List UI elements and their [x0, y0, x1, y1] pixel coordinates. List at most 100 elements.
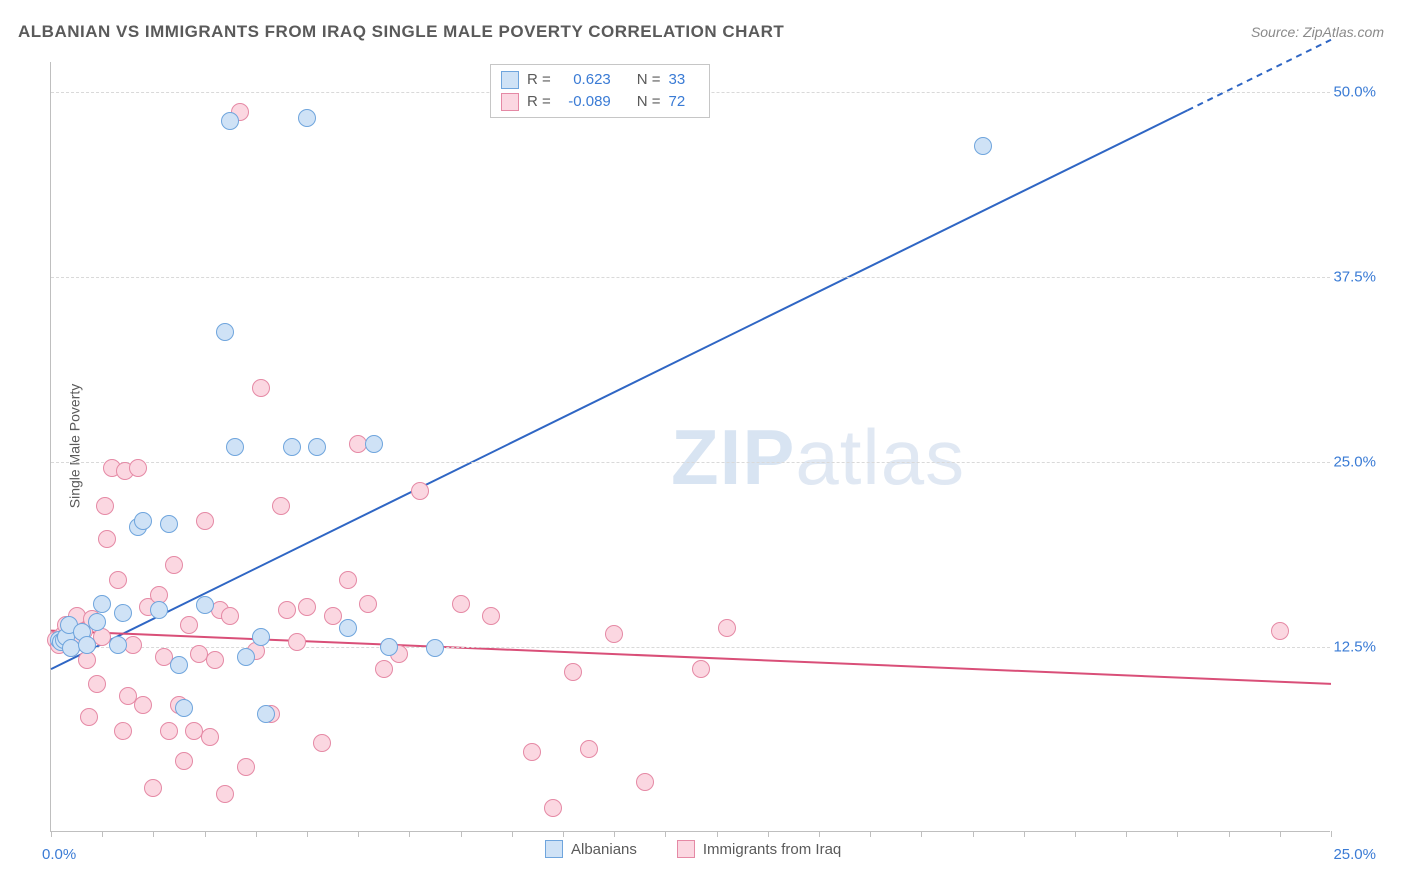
swatch-albanians: [545, 840, 563, 858]
source-label: Source:: [1251, 24, 1299, 40]
y-tick-label: 37.5%: [1333, 268, 1376, 285]
point-albanians: [308, 438, 326, 456]
x-tick: [102, 831, 103, 837]
point-iraq: [252, 379, 270, 397]
point-iraq: [160, 722, 178, 740]
n-value-b: 72: [669, 91, 697, 113]
r-value-b: -0.089: [559, 91, 611, 113]
x-origin-label: 0.0%: [42, 846, 76, 863]
x-tick: [1331, 831, 1332, 837]
point-albanians: [974, 137, 992, 155]
n-label: N =: [637, 69, 661, 91]
x-tick: [870, 831, 871, 837]
point-iraq: [272, 497, 290, 515]
watermark-thin: atlas: [795, 413, 965, 501]
x-tick: [205, 831, 206, 837]
point-albanians: [114, 604, 132, 622]
point-iraq: [288, 633, 306, 651]
n-value-a: 33: [669, 69, 697, 91]
point-albanians: [426, 639, 444, 657]
source-attribution: Source: ZipAtlas.com: [1251, 24, 1384, 40]
x-tick: [409, 831, 410, 837]
point-albanians: [78, 636, 96, 654]
point-iraq: [180, 616, 198, 634]
point-albanians: [252, 628, 270, 646]
point-iraq: [375, 660, 393, 678]
x-tick: [1075, 831, 1076, 837]
gridline: [51, 277, 1330, 278]
x-tick: [307, 831, 308, 837]
point-albanians: [216, 323, 234, 341]
point-iraq: [109, 571, 127, 589]
point-iraq: [124, 636, 142, 654]
point-iraq: [523, 743, 541, 761]
point-iraq: [144, 779, 162, 797]
point-albanians: [298, 109, 316, 127]
point-iraq: [216, 785, 234, 803]
point-iraq: [482, 607, 500, 625]
point-iraq: [452, 595, 470, 613]
x-tick: [512, 831, 513, 837]
point-albanians: [283, 438, 301, 456]
scatter-plot: ZIPatlas: [50, 62, 1330, 832]
n-label: N =: [637, 91, 661, 113]
point-iraq: [564, 663, 582, 681]
legend-item-iraq: Immigrants from Iraq: [677, 840, 841, 858]
x-tick: [973, 831, 974, 837]
point-iraq: [88, 675, 106, 693]
x-tick: [1280, 831, 1281, 837]
swatch-iraq: [501, 93, 519, 111]
legend-row-iraq: R = -0.089 N = 72: [501, 91, 697, 113]
x-tick: [1229, 831, 1230, 837]
chart-title: ALBANIAN VS IMMIGRANTS FROM IRAQ SINGLE …: [18, 22, 784, 42]
point-albanians: [170, 656, 188, 674]
x-tick: [358, 831, 359, 837]
point-iraq: [580, 740, 598, 758]
watermark-bold: ZIP: [671, 413, 795, 501]
r-label: R =: [527, 69, 551, 91]
x-tick: [921, 831, 922, 837]
point-iraq: [129, 459, 147, 477]
point-albanians: [380, 638, 398, 656]
series-legend: Albanians Immigrants from Iraq: [545, 840, 871, 858]
point-iraq: [1271, 622, 1289, 640]
legend-row-albanians: R = 0.623 N = 33: [501, 69, 697, 91]
x-max-label: 25.0%: [1333, 846, 1376, 863]
x-tick: [153, 831, 154, 837]
point-iraq: [134, 696, 152, 714]
point-iraq: [114, 722, 132, 740]
legend-label-iraq: Immigrants from Iraq: [703, 841, 841, 858]
point-iraq: [313, 734, 331, 752]
x-tick: [1024, 831, 1025, 837]
point-iraq: [196, 512, 214, 530]
point-iraq: [221, 607, 239, 625]
watermark: ZIPatlas: [671, 412, 965, 503]
x-tick: [51, 831, 52, 837]
point-iraq: [636, 773, 654, 791]
x-tick: [1126, 831, 1127, 837]
point-iraq: [692, 660, 710, 678]
point-albanians: [88, 613, 106, 631]
y-tick-label: 50.0%: [1333, 83, 1376, 100]
point-iraq: [165, 556, 183, 574]
source-value: ZipAtlas.com: [1303, 24, 1384, 40]
point-albanians: [93, 595, 111, 613]
point-albanians: [226, 438, 244, 456]
r-label: R =: [527, 91, 551, 113]
x-tick: [768, 831, 769, 837]
legend-label-albanians: Albanians: [571, 841, 637, 858]
point-albanians: [257, 705, 275, 723]
point-iraq: [359, 595, 377, 613]
gridline: [51, 462, 1330, 463]
point-albanians: [221, 112, 239, 130]
point-albanians: [150, 601, 168, 619]
point-albanians: [175, 699, 193, 717]
point-iraq: [96, 497, 114, 515]
point-iraq: [206, 651, 224, 669]
point-albanians: [237, 648, 255, 666]
point-iraq: [175, 752, 193, 770]
point-iraq: [718, 619, 736, 637]
x-tick: [1177, 831, 1178, 837]
swatch-albanians: [501, 71, 519, 89]
x-tick: [614, 831, 615, 837]
